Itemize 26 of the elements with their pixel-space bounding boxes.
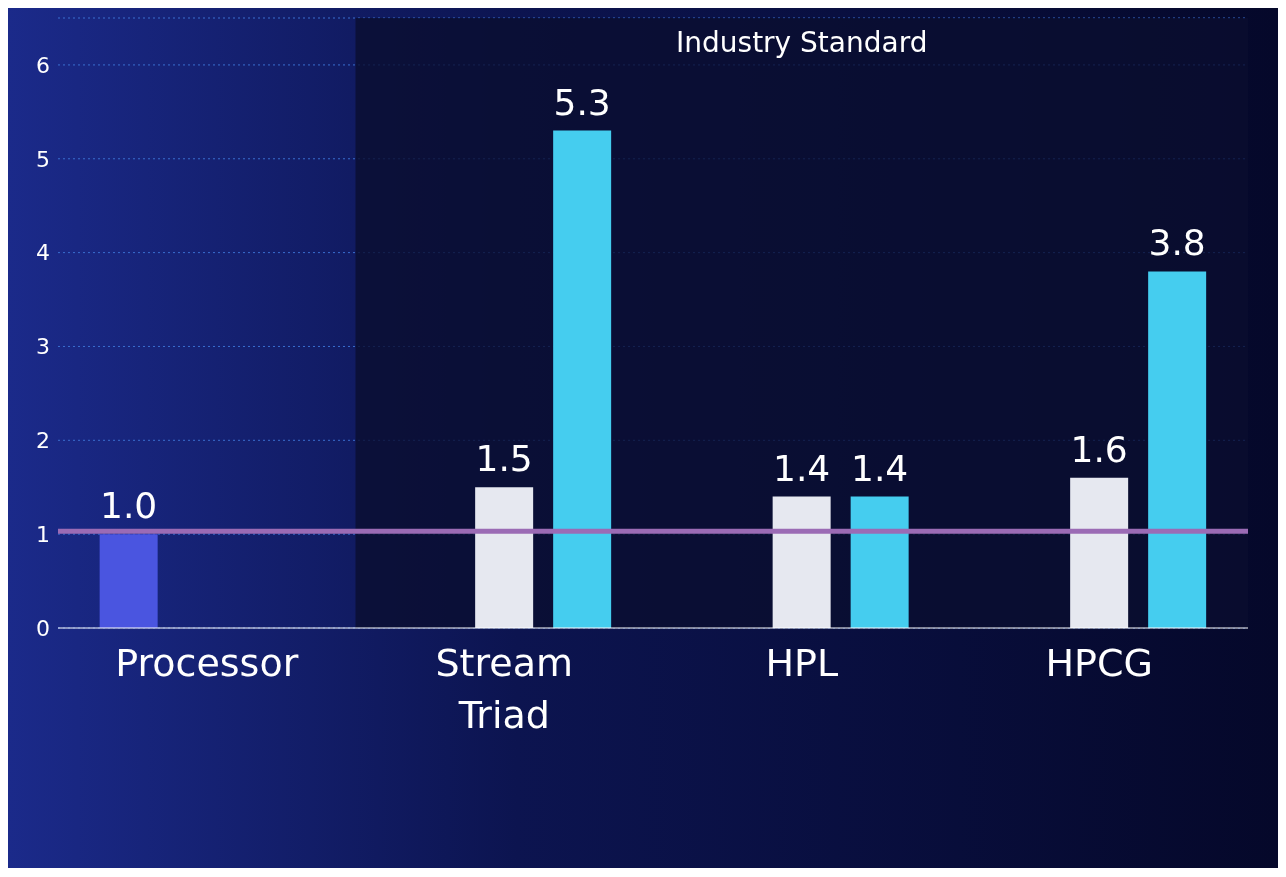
y-tick-label: 1 — [36, 521, 50, 547]
y-tick-label: 3 — [36, 334, 50, 360]
x-tick-label: HPL — [765, 641, 839, 685]
x-tick-label: Stream Triad — [435, 641, 573, 737]
data-label: 1.5 — [475, 438, 533, 480]
bar — [1070, 477, 1129, 628]
x-tick-label: Processor — [115, 641, 299, 685]
y-tick-label: 4 — [36, 240, 50, 266]
bar — [99, 534, 158, 628]
bar — [475, 487, 534, 628]
band-label: Industry Standard — [676, 25, 928, 59]
bar — [1148, 271, 1207, 628]
bar — [553, 130, 612, 628]
x-tick-label: HPCG — [1045, 641, 1153, 685]
data-label: 1.0 — [100, 485, 158, 527]
bar — [850, 496, 909, 628]
data-label: 3.8 — [1148, 222, 1206, 264]
data-label: 1.6 — [1070, 428, 1128, 470]
y-tick-label: 2 — [36, 428, 50, 454]
bar — [772, 496, 831, 628]
data-label: 1.4 — [851, 447, 909, 489]
y-tick-label: 0 — [36, 615, 50, 641]
data-label: 1.4 — [773, 447, 831, 489]
y-tick-label: 5 — [36, 146, 50, 172]
data-label: 5.3 — [553, 81, 611, 123]
y-tick-label: 6 — [36, 52, 50, 78]
